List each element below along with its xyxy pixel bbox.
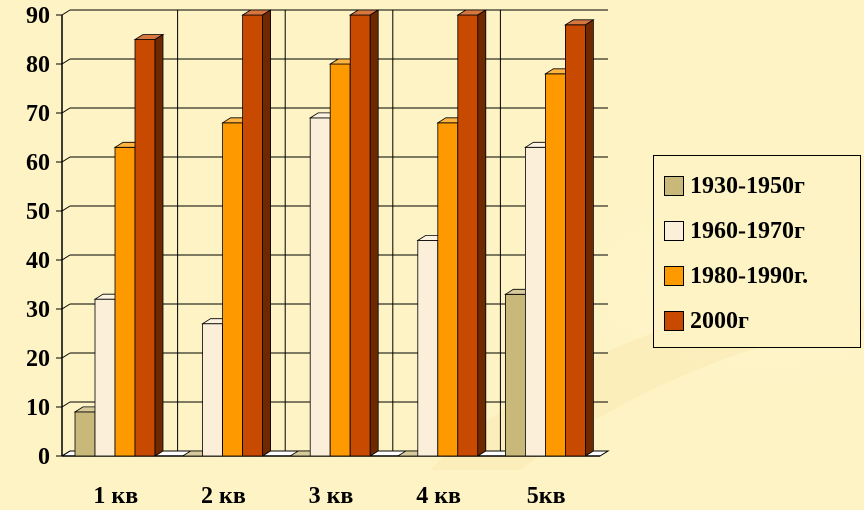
x-tick-label-0: 1 кв — [93, 483, 138, 509]
y-depth-line-4 — [61, 254, 71, 261]
y-depth-line-7 — [61, 107, 71, 114]
bar-side-4-3 — [585, 19, 594, 457]
legend-swatch-2000 — [664, 311, 684, 331]
y-tick-label-2: 20 — [26, 346, 50, 372]
y-tick-label-1: 10 — [26, 395, 50, 421]
bar-4-0 — [504, 293, 526, 457]
bar-1-3 — [242, 14, 264, 457]
x-tick-label-4: 5кв — [527, 483, 566, 509]
legend-item-1980-1990: 1980-1990г. — [664, 261, 808, 291]
bar-3-1 — [417, 239, 439, 457]
legend-label-1930-1950: 1930-1950г — [690, 172, 805, 199]
bar-3-2 — [437, 122, 459, 457]
y-depth-line-6 — [61, 156, 71, 163]
legend-label-1960-1970: 1960-1970г — [690, 217, 805, 244]
y-depth-line-5 — [61, 205, 71, 212]
chart-legend: 1930-1950г 1960-1970г 1980-1990г. 2000г — [653, 155, 861, 348]
bar-side-2-3 — [369, 9, 379, 457]
bar-2-3 — [349, 14, 371, 457]
legend-swatch-1980-1990 — [664, 266, 684, 286]
bar-0-2 — [114, 146, 136, 457]
bar-3-3 — [457, 14, 479, 457]
y-depth-line-3 — [61, 303, 71, 310]
bar-1-2 — [222, 122, 244, 457]
y-tick-label-5: 50 — [26, 199, 50, 225]
legend-swatch-1960-1970 — [664, 221, 684, 241]
x-tick-label-2: 3 кв — [309, 483, 354, 509]
bar-0-3 — [134, 39, 156, 457]
legend-item-1930-1950: 1930-1950г — [664, 171, 805, 201]
bar-side-3-3 — [477, 9, 487, 457]
legend-label-1980-1990: 1980-1990г. — [690, 262, 809, 289]
y-tick-label-0: 0 — [38, 444, 50, 470]
y-depth-line-1 — [61, 401, 71, 408]
bar-0-1 — [94, 298, 116, 457]
y-tick-label-3: 30 — [26, 297, 50, 323]
y-tick-label-8: 80 — [26, 52, 50, 78]
bar-side-0-3 — [154, 33, 164, 457]
y-tick-label-6: 60 — [26, 150, 50, 176]
bar-4-1 — [525, 146, 546, 457]
y-tick-label-7: 70 — [26, 101, 50, 127]
y-depth-line-8 — [61, 58, 71, 65]
bar-1-1 — [202, 323, 224, 457]
bar-0-0 — [74, 411, 96, 457]
y-tick-label-4: 40 — [26, 248, 50, 274]
y-depth-line-0 — [61, 450, 71, 457]
x-tick-label-3: 4 кв — [416, 483, 461, 509]
bar-side-1-3 — [262, 9, 272, 457]
legend-item-1960-1970: 1960-1970г — [664, 216, 805, 246]
legend-swatch-1930-1950 — [664, 176, 684, 196]
legend-item-2000: 2000г — [664, 306, 749, 336]
bar-4-3 — [565, 24, 586, 457]
bar-2-2 — [329, 63, 351, 457]
legend-label-2000: 2000г — [690, 307, 749, 334]
bar-2-1 — [309, 117, 331, 457]
bar-4-2 — [545, 73, 566, 457]
y-tick-label-9: 90 — [26, 3, 50, 29]
y-depth-line-2 — [61, 352, 71, 359]
x-tick-label-1: 2 кв — [201, 483, 246, 509]
y-depth-line-9 — [61, 9, 71, 16]
